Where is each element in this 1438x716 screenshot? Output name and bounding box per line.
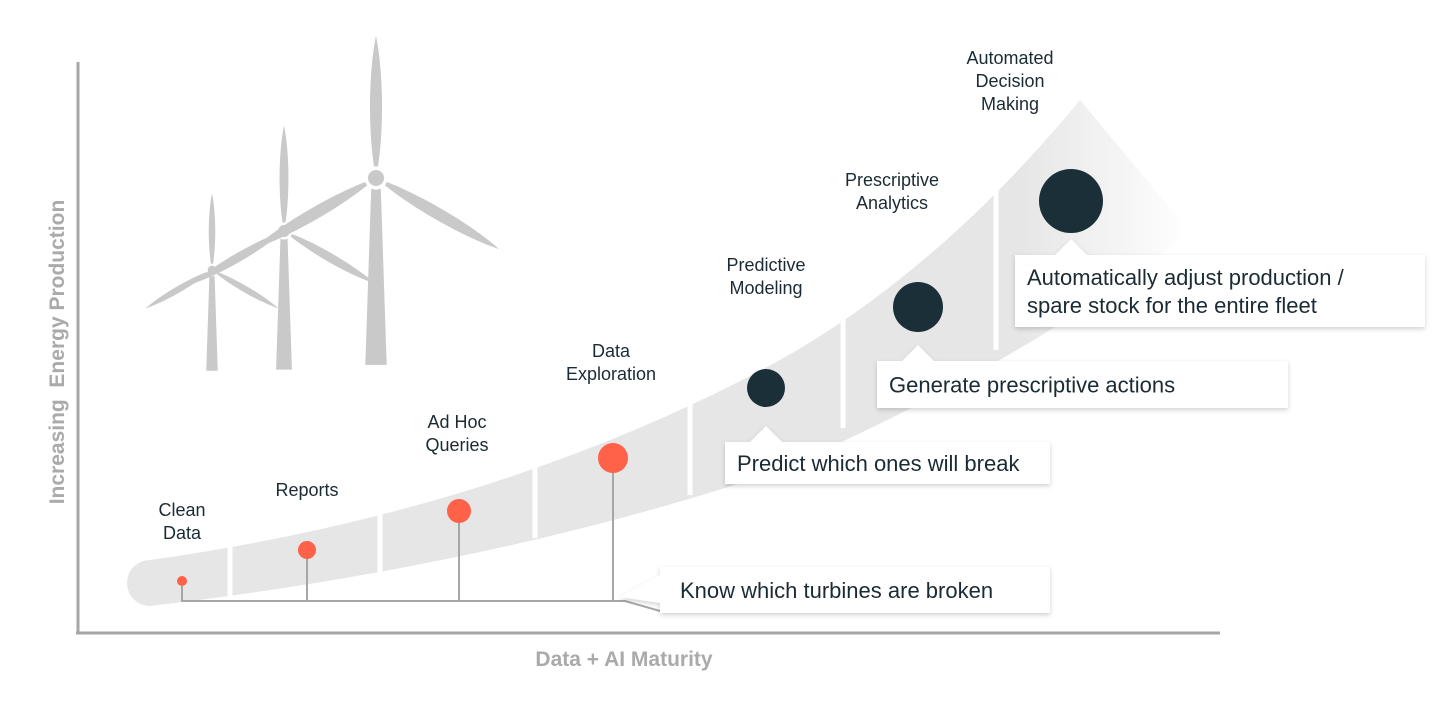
callout-text-group: Know which turbines are broken xyxy=(680,578,993,603)
y-axis-title: Increasing Energy Production xyxy=(46,200,69,505)
stage-marker xyxy=(298,541,316,559)
stage-label: Prescriptive xyxy=(845,170,939,190)
stage-label: Reports xyxy=(275,480,338,500)
band-dividers xyxy=(227,160,999,600)
stage-markers xyxy=(177,169,1103,586)
callout-text: Predict which ones will break xyxy=(737,451,1020,476)
callout-box xyxy=(1015,239,1425,327)
stage-marker xyxy=(447,499,471,523)
connector-baseline xyxy=(181,586,613,602)
callout-text: Automatically adjust production / xyxy=(1027,265,1345,290)
maturity-band xyxy=(127,100,1190,606)
callout-shape xyxy=(1015,239,1425,327)
stage-label: Modeling xyxy=(729,278,802,298)
stage-label: Decision xyxy=(975,71,1044,91)
stage-label: Clean xyxy=(158,500,205,520)
stage-marker xyxy=(177,576,187,586)
callout-text-group: Automatically adjust production / spare s… xyxy=(1027,265,1345,318)
callout-shape xyxy=(620,567,1050,613)
callout-text-group: Predict which ones will break xyxy=(737,451,1020,476)
callout-box xyxy=(620,567,1050,613)
stage-marker xyxy=(747,369,785,407)
stage-marker xyxy=(1039,169,1103,233)
stage-label: Predictive xyxy=(726,255,805,275)
stage-connectors xyxy=(181,473,661,612)
callout-text: Know which turbines are broken xyxy=(680,578,993,603)
stage-label: Automated xyxy=(966,48,1053,68)
stage-marker xyxy=(598,443,628,473)
stage-label: Data xyxy=(163,523,202,543)
callout-shape xyxy=(725,426,1050,484)
connector-tail xyxy=(613,600,661,612)
callout-text-group: Generate prescriptive actions xyxy=(889,373,1175,398)
wind-turbines-icon xyxy=(145,35,500,371)
stage-marker xyxy=(893,282,943,332)
callout-box xyxy=(877,345,1288,408)
stage-label: Data xyxy=(592,341,631,361)
callout-shape xyxy=(877,345,1288,408)
x-axis-title: Data + AI Maturity xyxy=(535,648,712,671)
stage-label: Ad Hoc xyxy=(427,412,486,432)
callout-box xyxy=(725,426,1050,484)
stage-labels: Clean Data Reports Ad Hoc Queries Data Explora… xyxy=(158,48,1053,543)
callouts: Know which turbines are broken Predict wh… xyxy=(620,239,1425,613)
callout-text: spare stock for the entire fleet xyxy=(1027,293,1317,318)
stage-label: Exploration xyxy=(566,364,656,384)
stage-label: Making xyxy=(981,94,1039,114)
stage-label: Queries xyxy=(425,435,488,455)
callout-text: Generate prescriptive actions xyxy=(889,373,1175,398)
stage-label: Analytics xyxy=(856,193,928,213)
